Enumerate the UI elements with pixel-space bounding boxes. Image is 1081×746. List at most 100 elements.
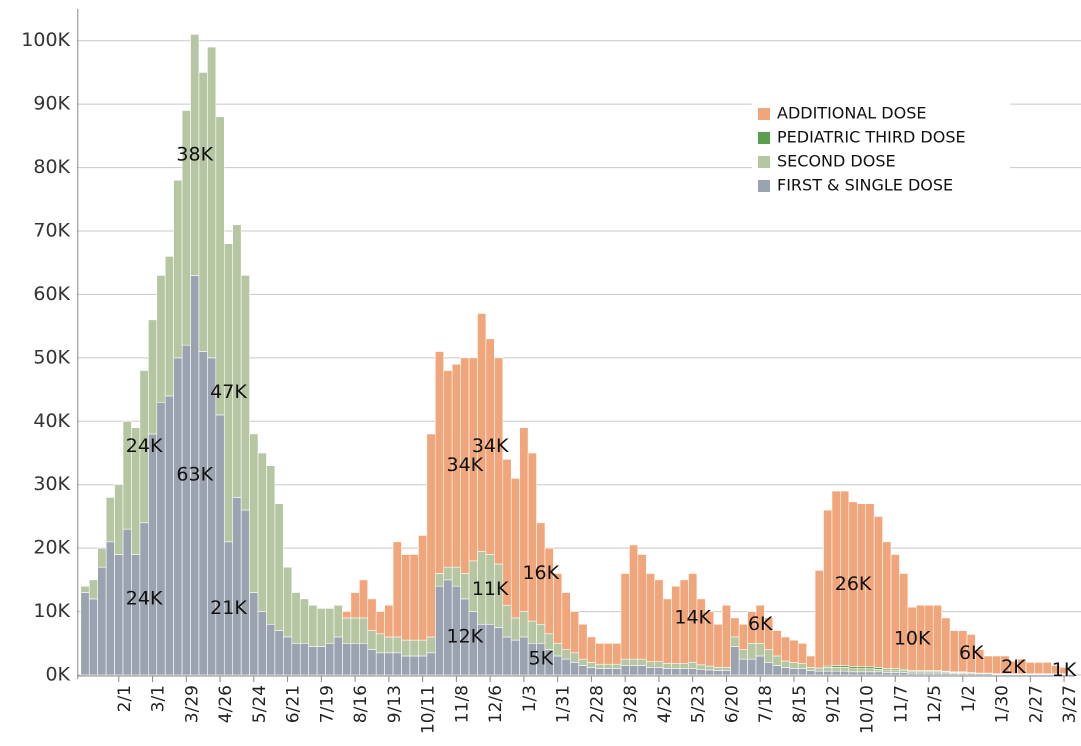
bar-segment [502,636,512,676]
legend-swatch [758,180,770,192]
bar-segment [80,592,90,676]
bar-segment [536,623,546,644]
legend-swatch [758,132,770,144]
bar-segment [164,395,174,676]
bar-segment [494,627,504,676]
bar-segment [316,608,326,647]
bar-segment [705,665,715,671]
bar-segment [620,658,630,666]
bar-segment [519,636,529,676]
bar-segment [645,667,656,676]
bar-segment [283,636,293,676]
bar-segment [401,655,411,676]
bar-segment [781,636,791,662]
data-label: 1K [1052,659,1077,681]
bar-segment [207,357,217,676]
bar-segment [764,649,774,663]
bar-segment [299,642,309,676]
bar-segment [645,661,656,668]
bar-segment [932,604,942,671]
bar-segment [342,611,352,619]
bar-segment [890,554,900,669]
bar-segment [1042,662,1052,675]
bar-segment [359,642,369,676]
bar-segment [814,670,824,676]
bar-segment [806,655,816,668]
bar-segment [721,604,731,668]
data-label: 6K [748,613,773,635]
x-tick-label: 1/30 [993,685,1013,723]
bar-segment [789,639,799,663]
bar-segment [823,509,833,667]
bar-segment [561,592,571,650]
bar-segment [240,275,250,511]
bar-segment [426,636,436,654]
bar-segment [88,598,98,676]
bar-segment [485,623,495,676]
y-tick-label: 40K [33,410,70,432]
bar-segment [629,544,639,660]
bar-segment [342,642,352,676]
bar-segment [316,646,326,676]
y-tick-label: 20K [33,537,70,559]
bar-segment [781,667,791,676]
bar-segment [367,598,377,631]
bar-segment [299,598,309,644]
bar-segment [806,667,816,671]
bar-segment [637,658,647,666]
bar-segment [198,72,208,352]
bar-segment [350,642,360,676]
bar-segment [949,630,959,673]
bar-segment [713,667,723,671]
x-tick-label: 3/27 [1060,685,1080,723]
bar-segment [873,516,883,668]
bar-segment [527,452,537,622]
bar-segment [451,566,461,587]
bar-segment [764,662,774,676]
data-label: 10K [894,627,931,649]
y-tick-label: 70K [33,220,70,242]
bar-segment [1025,662,1035,675]
bar-segment [941,617,951,672]
bar-segment [755,642,765,657]
bar-segment [510,478,520,619]
bar-segment [418,655,428,676]
bar-segment [586,662,596,668]
y-tick-label: 0K [45,664,70,686]
x-tick-label: 3/29 [182,685,202,723]
bar-segment [333,604,343,638]
bar-segment [603,642,613,665]
bar-segment [544,547,554,635]
bar-segment [856,668,867,673]
bar-segment [823,667,833,672]
data-label: 14K [674,606,711,628]
bar-segment [654,667,664,676]
bar-segment [755,655,765,676]
bar-segment [553,642,563,657]
x-tick-label: 2/28 [587,685,607,723]
bar-segment [899,573,909,670]
bar-segment [561,658,571,676]
bar-segment [105,497,115,543]
bar-segment [97,566,107,676]
bar-segment [840,667,850,672]
bar-segment [325,608,335,644]
x-tick-label: 4/25 [655,685,675,723]
x-tick-label: 12/6 [486,685,506,723]
bar-segment [645,573,656,662]
bar-segment [401,554,411,641]
x-tick-label: 5/23 [689,685,709,723]
bar-segment [873,671,883,676]
bar-segment [367,649,377,676]
bar-segment [240,509,250,676]
legend-label: SECOND DOSE [777,152,896,171]
bar-segment [713,670,723,676]
bar-segment [772,665,782,676]
bar-segment [620,665,630,676]
bar-segment [570,652,580,663]
bar-segment [510,617,520,641]
bar-segment [781,660,791,668]
bar-segment [586,636,596,663]
bar-segment [80,585,90,593]
x-tick-label: 1/3 [520,685,540,712]
